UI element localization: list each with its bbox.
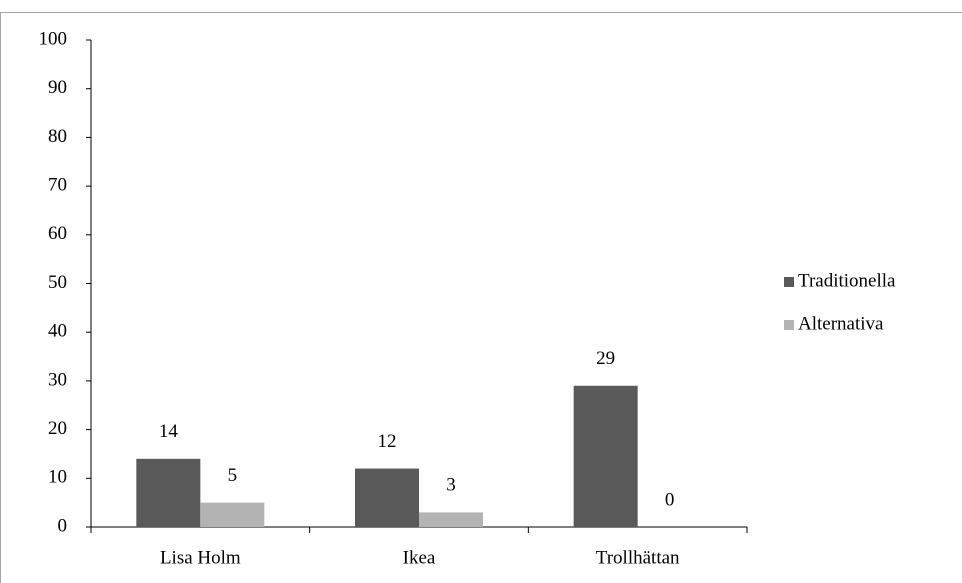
data-label: 14 bbox=[159, 421, 179, 442]
bar bbox=[355, 468, 419, 527]
legend-label: Alternativa bbox=[798, 313, 884, 334]
legend-label: Traditionella bbox=[798, 270, 896, 291]
bar bbox=[200, 502, 265, 527]
data-label: 5 bbox=[228, 465, 238, 486]
legend-swatch bbox=[784, 320, 794, 330]
x-tick-label: Ikea bbox=[403, 547, 436, 568]
y-tick-label: 20 bbox=[48, 418, 67, 439]
bar bbox=[573, 385, 638, 527]
x-tick-label: Lisa Holm bbox=[160, 547, 241, 568]
y-tick-label: 60 bbox=[48, 223, 67, 244]
y-tick-label: 80 bbox=[48, 126, 67, 147]
bar bbox=[419, 512, 483, 527]
y-tick-label: 50 bbox=[48, 272, 67, 293]
y-tick-label: 30 bbox=[48, 369, 67, 390]
y-tick-label: 40 bbox=[48, 321, 67, 342]
chart-border bbox=[0, 12, 962, 583]
data-label: 3 bbox=[446, 475, 456, 496]
legend-swatch bbox=[784, 277, 794, 287]
y-tick-label: 90 bbox=[48, 77, 67, 98]
data-label: 12 bbox=[378, 431, 397, 452]
y-tick-label: 10 bbox=[48, 467, 67, 488]
data-label: 0 bbox=[665, 489, 675, 510]
y-tick-label: 100 bbox=[39, 28, 68, 49]
bar bbox=[136, 458, 201, 527]
data-label: 29 bbox=[596, 348, 615, 369]
y-tick-label: 70 bbox=[48, 174, 67, 195]
x-tick-label: Trollhättan bbox=[596, 547, 680, 568]
y-tick-label: 0 bbox=[58, 515, 68, 536]
